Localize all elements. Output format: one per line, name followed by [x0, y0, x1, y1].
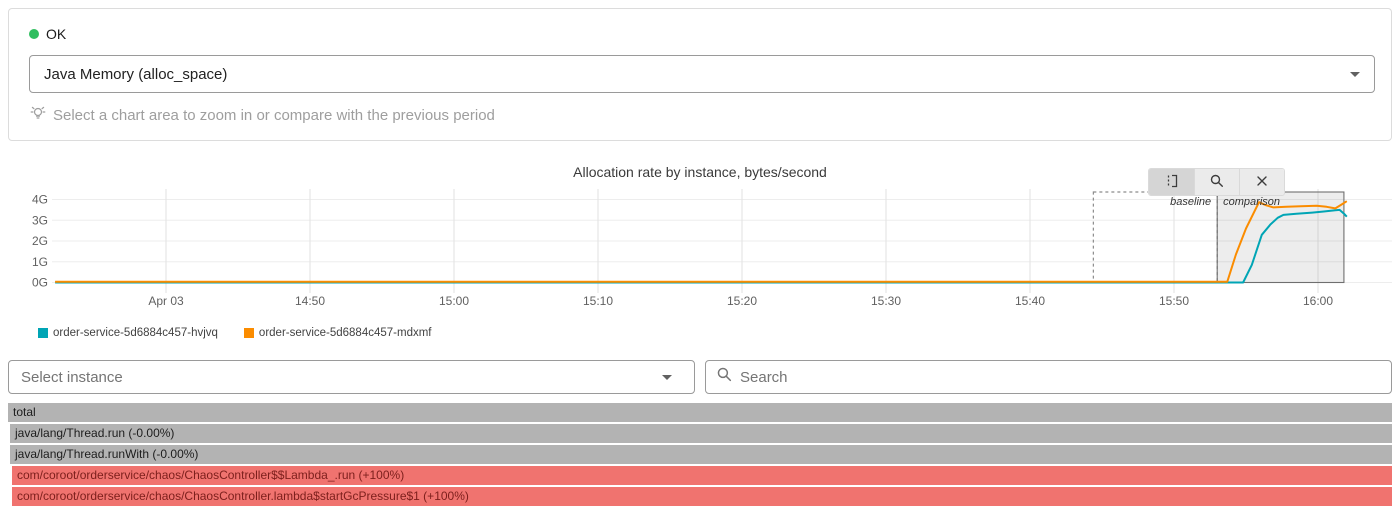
- profile-row[interactable]: com/coroot/orderservice/chaos/ChaosContr…: [12, 487, 1392, 506]
- instance-select-placeholder: Select instance: [21, 368, 123, 386]
- report-select-value: Java Memory (alloc_space): [44, 65, 228, 83]
- hint-text: Select a chart area to zoom in or compar…: [53, 106, 495, 124]
- allocation-rate-chart[interactable]: 0G 1G 2G 3G 4G Apr 03 14:50 15:00 15:10 15:20 15:3…: [8, 187, 1392, 312]
- instance-select[interactable]: Select instance: [8, 360, 695, 394]
- close-button[interactable]: [1239, 169, 1284, 195]
- legend-label: order-service-5d6884c457-hvjvq: [53, 327, 218, 339]
- y-tick-label: 4G: [32, 193, 48, 207]
- y-tick-label: 3G: [32, 213, 48, 227]
- hint-row: Select a chart area to zoom in or compar…: [29, 104, 1375, 126]
- x-tick-label: 15:10: [583, 294, 613, 308]
- select-compare-icon: [1164, 173, 1180, 192]
- x-tick-label: 15:00: [439, 294, 469, 308]
- chart-title: Allocation rate by instance, bytes/secon…: [573, 164, 827, 180]
- search-input[interactable]: [740, 368, 1381, 386]
- series-line-order-service-5d6884c457-mdxmf: [55, 200, 1348, 283]
- lightbulb-icon: [29, 104, 47, 126]
- status-label: OK: [46, 26, 67, 42]
- profile-row[interactable]: java/lang/Thread.run (-0.00%): [10, 424, 1392, 443]
- close-icon: [1254, 173, 1270, 192]
- search-box: [705, 360, 1392, 394]
- x-tick-label: 14:50: [295, 294, 325, 308]
- x-tick-label: Apr 03: [148, 294, 184, 308]
- y-tick-label: 2G: [32, 234, 48, 248]
- compare-button[interactable]: [1149, 169, 1194, 195]
- x-tick-label: 15:30: [871, 294, 901, 308]
- profile-rows: total java/lang/Thread.run (-0.00%) java/l…: [8, 403, 1392, 506]
- report-select[interactable]: Java Memory (alloc_space): [29, 55, 1375, 93]
- legend-swatch-icon: [243, 328, 254, 338]
- x-tick-label: 15:40: [1015, 294, 1045, 308]
- status-row: OK: [29, 26, 1375, 42]
- chart-legend: order-service-5d6884c457-hvjvq order-serv…: [38, 327, 1392, 339]
- baseline-label: baseline: [1170, 196, 1212, 208]
- controls-row: Select instance: [8, 360, 1392, 394]
- chevron-down-icon: [1350, 72, 1360, 77]
- series-line-order-service-5d6884c457-hvjvq: [55, 208, 1348, 284]
- status-ok-dot: [29, 29, 39, 39]
- search-icon: [716, 366, 733, 388]
- chart-toolbar: [1148, 168, 1285, 196]
- legend-item[interactable]: order-service-5d6884c457-mdxmf: [243, 327, 432, 339]
- x-tick-label: 16:00: [1303, 294, 1333, 308]
- legend-swatch-icon: [38, 328, 48, 338]
- range-labels: baseline comparison: [1170, 196, 1280, 208]
- zoom-button[interactable]: [1194, 169, 1239, 195]
- x-tick-label: 15:20: [727, 294, 757, 308]
- chart-section: Allocation rate by instance, bytes/secon…: [8, 164, 1392, 339]
- profile-row[interactable]: java/lang/Thread.runWith (-0.00%): [10, 445, 1392, 464]
- y-tick-label: 0G: [32, 276, 48, 290]
- chart-toolbar-group: [1148, 168, 1285, 196]
- magnify-icon: [1209, 173, 1225, 192]
- x-tick-label: 15:50: [1159, 294, 1189, 308]
- profile-row[interactable]: com/coroot/orderservice/chaos/ChaosContr…: [12, 466, 1392, 485]
- chevron-down-icon: [662, 375, 672, 380]
- legend-label: order-service-5d6884c457-mdxmf: [258, 327, 432, 339]
- profile-row[interactable]: total: [8, 403, 1392, 422]
- y-tick-label: 1G: [32, 255, 48, 269]
- legend-item[interactable]: order-service-5d6884c457-hvjvq: [38, 327, 218, 339]
- comparison-label: comparison: [1223, 196, 1280, 208]
- status-card: OK Java Memory (alloc_space) Select a ch…: [8, 8, 1392, 141]
